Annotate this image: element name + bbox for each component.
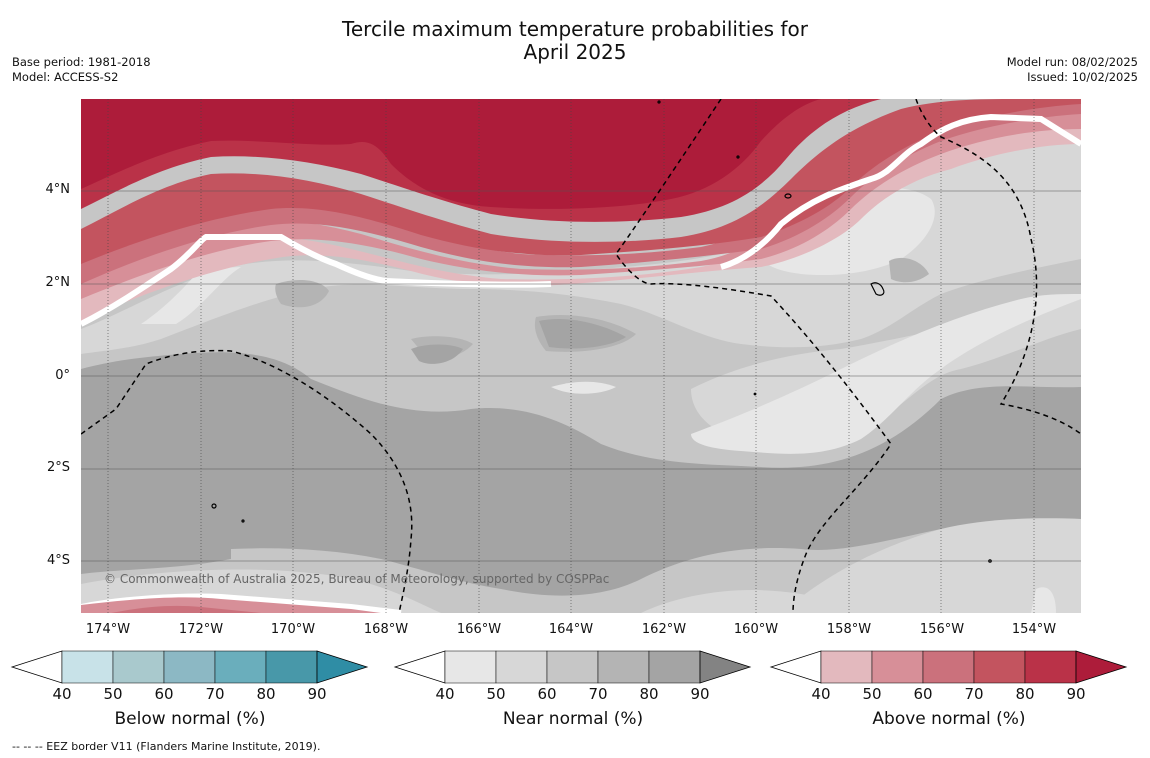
lat-label-2s: 2°S (46, 460, 70, 475)
below-normal-tick: 60 (154, 685, 174, 703)
near-normal-80-blob-6 (539, 318, 626, 349)
colorbar-above-normal-over (1075, 650, 1128, 684)
eez-footnote: -- -- -- EEZ border V11 (Flanders Marine… (12, 740, 321, 753)
below-normal-tick: 80 (256, 685, 276, 703)
near-normal-legend-title: Near normal (%) (502, 709, 644, 729)
colorbar-above-normal-bin-3 (922, 650, 975, 684)
probability-map (81, 99, 1081, 613)
near-normal-tick: 50 (486, 685, 506, 703)
colorbar-near-normal-bin-1 (444, 650, 497, 684)
above-normal-tick: 90 (1066, 685, 1086, 703)
colorbar-near-normal-bin-2 (495, 650, 548, 684)
near-normal-tick: 90 (690, 685, 710, 703)
base-period: Base period: 1981-2018 (12, 55, 151, 69)
map-title: Tercile maximum temperature probabilitie… (0, 18, 1150, 64)
colorbar-below-normal-bin-2 (112, 650, 165, 684)
near-normal-50-zone-se (641, 590, 891, 613)
colorbar-near-normal-under (393, 650, 446, 684)
lon-label-158w: 158°W (826, 622, 872, 637)
eez-borders (81, 99, 1081, 613)
near-normal-50-zone-north (81, 139, 1081, 354)
colorbar-below-normal-bin-1 (61, 650, 114, 684)
model-run: Model run: 08/02/2025 (1006, 55, 1138, 69)
lon-label-162w: 162°W (641, 622, 687, 637)
colorbar-above-normal-bin-2 (871, 650, 924, 684)
lon-label-164w: 164°W (548, 622, 594, 637)
near-normal-80-zone-2 (81, 519, 231, 574)
near-normal-80-blob-5 (411, 344, 463, 364)
colorbar-near-normal-bin-4 (597, 650, 650, 684)
colorbar-above-normal (769, 650, 1128, 684)
boundary-white-east (720, 113, 1081, 270)
model-info: Base period: 1981-2018 Model: ACCESS-S2 (12, 55, 151, 85)
below-normal-tick: 40 (52, 685, 72, 703)
lon-label-174w: 174°W (85, 622, 131, 637)
lon-label-172w: 172°W (178, 622, 224, 637)
issued-date: Issued: 10/02/2025 (1027, 70, 1138, 84)
colorbar-above-normal-bin-5 (1024, 650, 1077, 684)
near-normal-40-zone-east (691, 294, 1081, 454)
near-normal-70-blob-2 (275, 279, 329, 308)
model-name: Model: ACCESS-S2 (12, 70, 119, 84)
lat-label-0: 0° (55, 368, 70, 383)
below-normal-legend-title: Below normal (%) (114, 709, 266, 729)
colorbar-above-normal-bin-1 (820, 650, 873, 684)
colorbar-below-normal-bin-3 (163, 650, 216, 684)
islands (211, 100, 992, 563)
colorbar-near-normal-over (699, 650, 752, 684)
lon-label-166w: 166°W (456, 622, 502, 637)
near-normal-80-zone (81, 352, 1081, 596)
colorbar-below-normal-bin-5 (265, 650, 318, 684)
title-line-2: April 2025 (523, 40, 627, 64)
colorbar-near-normal (393, 650, 752, 684)
near-normal-tick: 70 (588, 685, 608, 703)
lat-label-2n: 2°N (45, 275, 71, 290)
above-normal-tick: 50 (862, 685, 882, 703)
below-normal-tick: 90 (307, 685, 327, 703)
below-normal-tick: 70 (205, 685, 225, 703)
near-normal-tick: 80 (639, 685, 659, 703)
title-line-1: Tercile maximum temperature probabilitie… (342, 17, 808, 41)
below-normal-tick: 50 (103, 685, 123, 703)
colorbar-near-normal-bin-5 (648, 650, 701, 684)
lon-label-168w: 168°W (363, 622, 409, 637)
above-normal-tick: 80 (1015, 685, 1035, 703)
lon-label-160w: 160°W (733, 622, 779, 637)
copyright-notice: © Commonwealth of Australia 2025, Bureau… (104, 572, 610, 586)
above-normal-legend-title: Above normal (%) (872, 709, 1026, 729)
colorbar-below-normal-under (10, 650, 63, 684)
above-normal-south-strip-2 (111, 605, 261, 613)
colorbar-below-normal-over (316, 650, 369, 684)
colorbar-below-normal-bin-4 (214, 650, 267, 684)
near-normal-40-zone-tiny (1031, 587, 1056, 613)
above-normal-tick: 70 (964, 685, 984, 703)
colorbar-near-normal-bin-3 (546, 650, 599, 684)
near-normal-tick: 40 (435, 685, 455, 703)
near-normal-40-zone-nw (141, 267, 241, 324)
colorbar-above-normal-under (769, 650, 822, 684)
lon-label-170w: 170°W (270, 622, 316, 637)
lon-label-154w: 154°W (1011, 622, 1057, 637)
near-normal-50-zone-south (781, 518, 1081, 613)
lat-label-4n: 4°N (45, 182, 71, 197)
near-normal-tick: 60 (537, 685, 557, 703)
above-normal-90-band (81, 99, 821, 209)
lon-label-156w: 156°W (919, 622, 965, 637)
near-normal-40-zone-small (551, 381, 616, 394)
graticule (81, 190, 1081, 562)
above-normal-tick: 40 (811, 685, 831, 703)
colorbar-below-normal (10, 650, 369, 684)
above-normal-tick: 60 (913, 685, 933, 703)
colorbars (10, 650, 1128, 684)
lat-label-4s: 4°S (46, 553, 70, 568)
near-normal-70-blob-3 (889, 257, 929, 283)
run-info: Model run: 08/02/2025 Issued: 10/02/2025 (1007, 55, 1138, 85)
colorbar-above-normal-bin-4 (973, 650, 1026, 684)
